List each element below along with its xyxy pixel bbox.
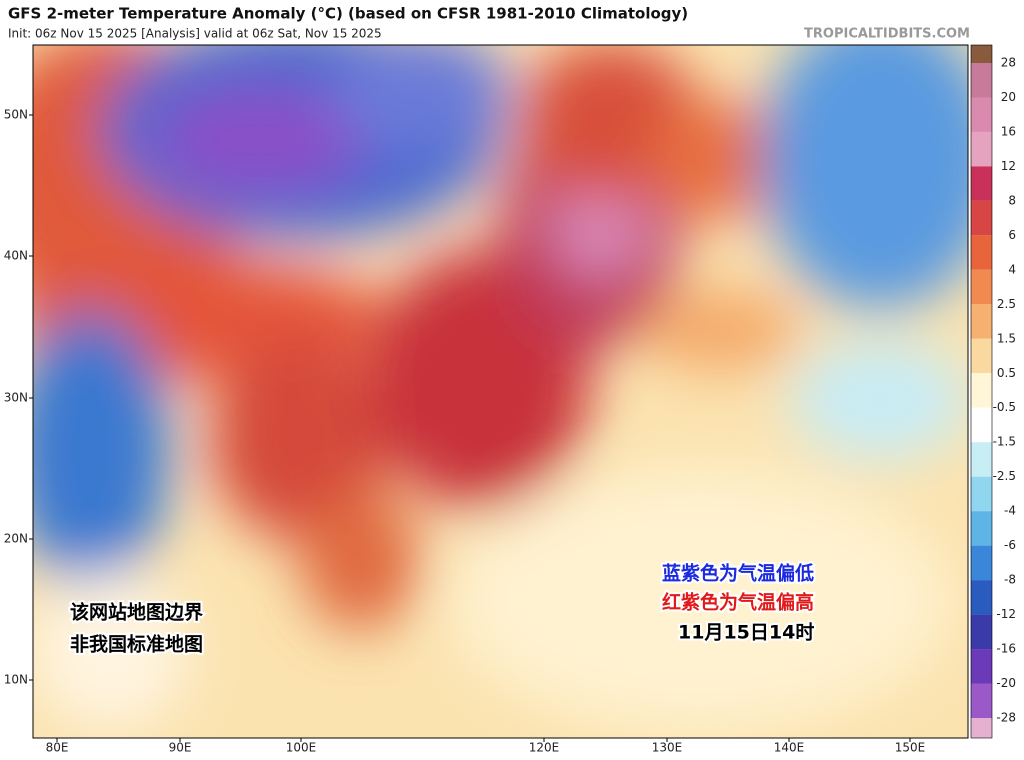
- colorbar-label: 28: [1001, 56, 1016, 70]
- lon-label: 80E: [46, 741, 69, 755]
- subtitle: Init: 06z Nov 15 2025 [Analysis] valid a…: [8, 27, 382, 41]
- annotation: 红紫色为气温偏高: [662, 591, 814, 614]
- lon-label: 140E: [774, 741, 805, 755]
- annotation: 该网站地图边界: [70, 601, 203, 624]
- colorbar-swatch: [971, 511, 992, 546]
- colorbar-label: -4: [1004, 504, 1016, 518]
- colorbar-swatch: [971, 131, 992, 167]
- colorbar-swatch: [971, 166, 992, 201]
- colorbar-swatch: [971, 476, 992, 512]
- map-frame: [32, 44, 969, 739]
- lat-label: 40N: [4, 249, 28, 263]
- lon-label: 150E: [895, 741, 926, 755]
- colorbar-swatch: [971, 545, 992, 581]
- lon-label: 130E: [652, 741, 683, 755]
- lat-label: 20N: [4, 532, 28, 546]
- colorbar-label: -16: [996, 642, 1016, 656]
- colorbar-swatch: [971, 373, 992, 408]
- colorbar-label: 2.5: [997, 297, 1016, 311]
- lat-label: 30N: [4, 391, 28, 405]
- colorbar-swatch: [971, 407, 992, 443]
- colorbar-swatch: [971, 45, 992, 63]
- colorbar-label: 4: [1008, 262, 1016, 276]
- colorbar-swatch: [971, 63, 992, 98]
- colorbar-label: -28: [996, 711, 1016, 725]
- lon-label: 100E: [286, 741, 317, 755]
- colorbar-swatch: [971, 200, 992, 236]
- annotations: 该网站地图边界 非我国标准地图 蓝紫色为气温偏低 红紫色为气温偏高 11月15日…: [68, 560, 816, 658]
- colorbar-swatch: [971, 97, 992, 132]
- colorbar-swatch: [971, 338, 992, 374]
- watermark: TROPICALTIDBITS.COM: [804, 27, 970, 42]
- colorbar-swatch: [971, 269, 992, 305]
- colorbar-frame: [970, 44, 993, 739]
- colorbar-label: -0.5: [993, 400, 1016, 414]
- colorbar-label: 16: [1001, 124, 1016, 138]
- lat-label: 50N: [4, 108, 28, 122]
- colorbar-label: -8: [1004, 573, 1016, 587]
- colorbar-label: -2.5: [993, 469, 1016, 483]
- colorbar-swatch: [971, 683, 992, 718]
- colorbar-swatch: [971, 580, 992, 615]
- colorbar-label: -1.5: [993, 435, 1016, 449]
- colorbar-label: 1.5: [997, 331, 1016, 345]
- annotation: 非我国标准地图: [70, 633, 203, 656]
- colorbar-label: 0.5: [997, 366, 1016, 380]
- lon-label: 90E: [169, 741, 192, 755]
- colorbar-label: -12: [996, 607, 1016, 621]
- colorbar-swatch: [971, 614, 992, 650]
- colorbar-swatch: [971, 649, 992, 684]
- colorbar-swatch: [971, 304, 992, 339]
- annotation: 11月15日14时: [678, 622, 814, 644]
- colorbar-label: 8: [1008, 193, 1016, 207]
- colorbar-swatch: [971, 442, 992, 477]
- colorbar-label: -20: [996, 676, 1016, 690]
- colorbar-swatch: [971, 235, 992, 270]
- lon-label: 120E: [529, 741, 560, 755]
- lat-label: 10N: [4, 673, 28, 687]
- title: GFS 2-meter Temperature Anomaly (°C) (ba…: [8, 5, 688, 23]
- colorbar-label: 12: [1001, 159, 1016, 173]
- colorbar-label: 6: [1008, 228, 1016, 242]
- anomaly-field: [33, 45, 968, 738]
- annotation: 蓝紫色为气温偏低: [662, 562, 814, 585]
- colorbar-label: -6: [1004, 538, 1016, 552]
- colorbar-label: 20: [1001, 90, 1016, 104]
- colorbar-swatch: [971, 718, 992, 738]
